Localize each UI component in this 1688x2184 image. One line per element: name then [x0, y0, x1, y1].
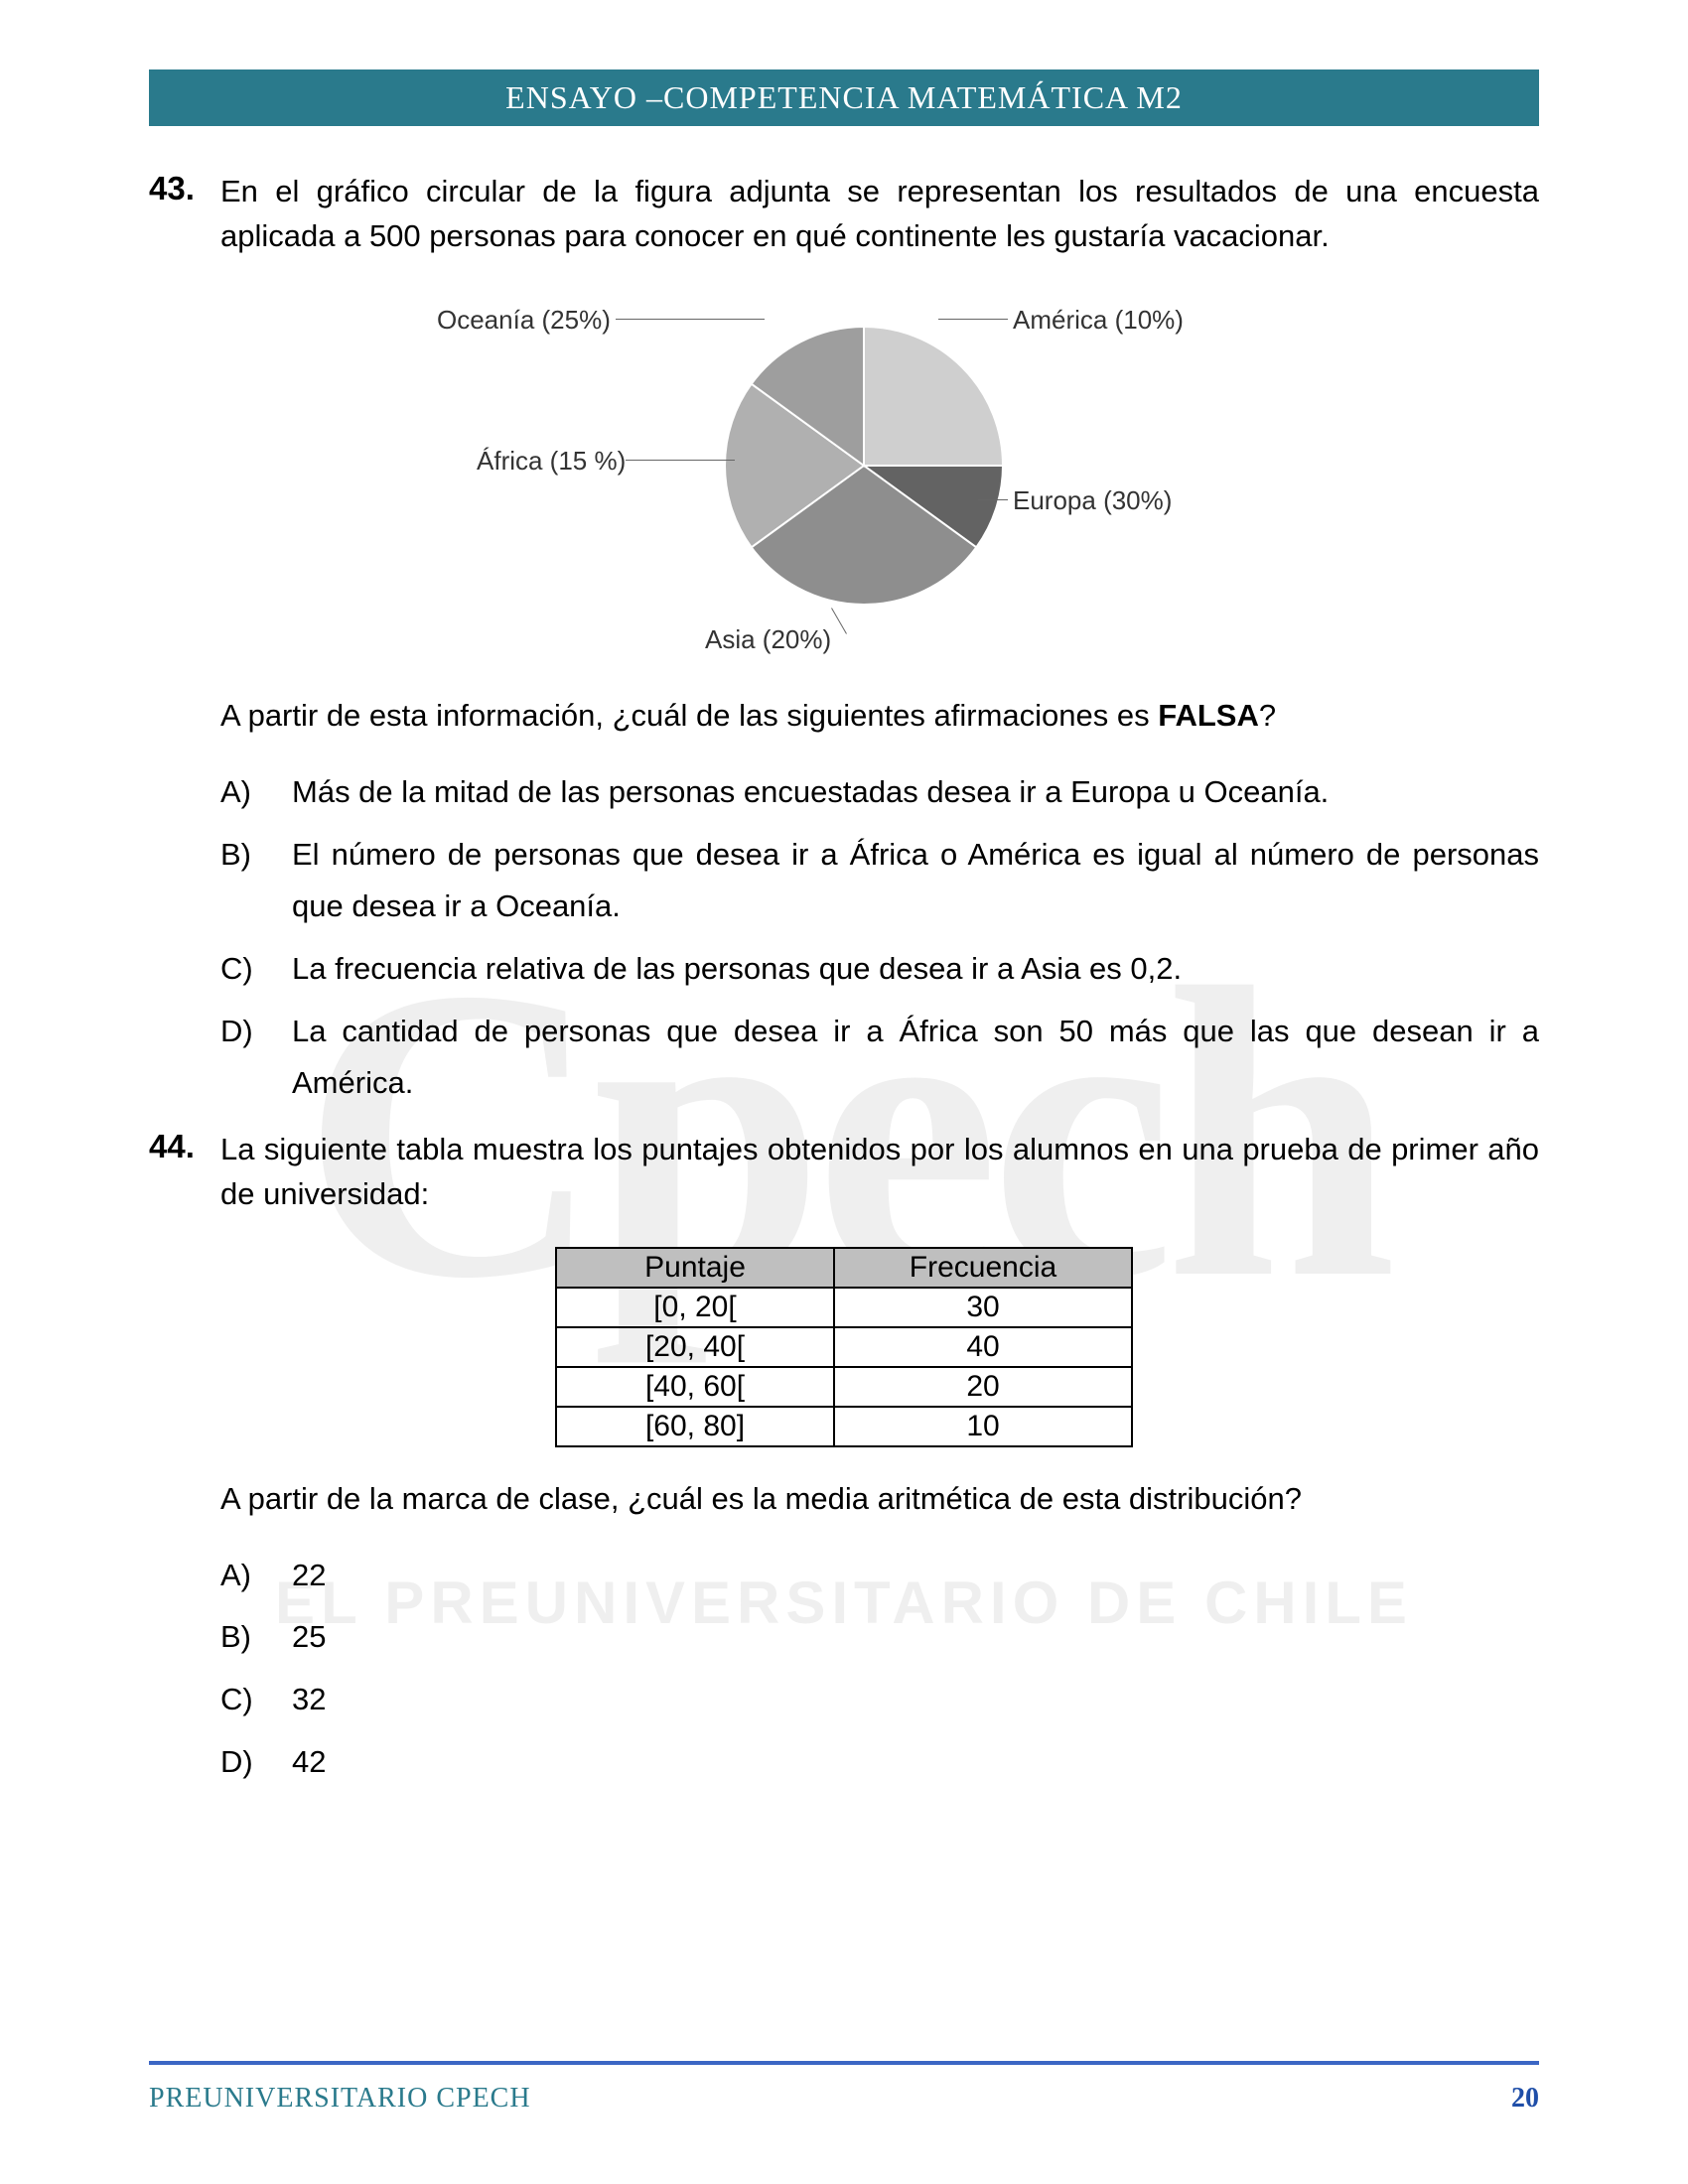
question-prompt: A partir de la marca de clase, ¿cuál es … [220, 1477, 1539, 1522]
question-43: 43. En el gráfico circular de la figura … [149, 170, 1539, 1110]
leader-line [831, 608, 847, 633]
table-row: [40, 60[20 [556, 1367, 1132, 1407]
data-table: Puntaje Frecuencia [0, 20[30 [20, 40[40 … [555, 1247, 1133, 1447]
option-label: D) [220, 1736, 292, 1789]
question-text: La siguiente tabla muestra los puntajes … [220, 1128, 1539, 1217]
prompt-suffix: ? [1259, 698, 1276, 733]
option-text: La cantidad de personas que desea ir a Á… [292, 1006, 1539, 1110]
option-c: C)32 [220, 1674, 1539, 1726]
page-number: 20 [1511, 2083, 1539, 2115]
option-text: 42 [292, 1736, 326, 1789]
pie-chart-container: Oceanía (25%) América (10%) Europa (30%)… [437, 287, 1251, 664]
option-label: D) [220, 1006, 292, 1058]
option-d: D)42 [220, 1736, 1539, 1789]
option-d: D)La cantidad de personas que desea ir a… [220, 1006, 1539, 1110]
question-prompt: A partir de esta información, ¿cuál de l… [220, 694, 1539, 739]
question-44: 44. La siguiente tabla muestra los punta… [149, 1128, 1539, 1789]
table-cell: [40, 60[ [556, 1367, 834, 1407]
option-text: 25 [292, 1611, 326, 1664]
pie-label-oceania: Oceanía (25%) [437, 305, 611, 336]
leader-line [978, 499, 1008, 500]
question-number: 44. [149, 1128, 220, 1165]
pie-label-europa: Europa (30%) [1013, 485, 1172, 516]
prompt-bold: FALSA [1158, 698, 1259, 733]
option-b: B)25 [220, 1611, 1539, 1664]
option-text: Más de la mitad de las personas encuesta… [292, 766, 1329, 819]
table-row: [0, 20[30 [556, 1288, 1132, 1327]
table-cell: [20, 40[ [556, 1327, 834, 1367]
table-row: [60, 80]10 [556, 1407, 1132, 1446]
pie-label-asia: Asia (20%) [705, 624, 831, 655]
table-cell: 20 [834, 1367, 1132, 1407]
page-footer: PREUNIVERSITARIO CPECH 20 [149, 2083, 1539, 2115]
option-a: A)22 [220, 1550, 1539, 1602]
option-text: La frecuencia relativa de las personas q… [292, 943, 1182, 996]
table-row: [20, 40[40 [556, 1327, 1132, 1367]
pie-label-africa: África (15 %) [477, 446, 626, 477]
option-c: C)La frecuencia relativa de las personas… [220, 943, 1539, 996]
table-cell: [0, 20[ [556, 1288, 834, 1327]
option-label: B) [220, 829, 292, 882]
options-list: A)Más de la mitad de las personas encues… [220, 766, 1539, 1110]
table-cell: 30 [834, 1288, 1132, 1327]
footer-divider [149, 2061, 1539, 2065]
option-text: 32 [292, 1674, 326, 1726]
pie-chart [725, 327, 1003, 605]
option-a: A)Más de la mitad de las personas encues… [220, 766, 1539, 819]
table-cell: 10 [834, 1407, 1132, 1446]
footer-brand: PREUNIVERSITARIO CPECH [149, 2083, 531, 2115]
table-header-row: Puntaje Frecuencia [556, 1248, 1132, 1288]
option-label: A) [220, 766, 292, 819]
option-label: C) [220, 1674, 292, 1726]
table-cell: 40 [834, 1327, 1132, 1367]
prompt-prefix: A partir de esta información, ¿cuál de l… [220, 698, 1158, 733]
option-label: B) [220, 1611, 292, 1664]
option-text: El número de personas que desea ir a Áfr… [292, 829, 1539, 933]
table-cell: [60, 80] [556, 1407, 834, 1446]
leader-line [616, 319, 765, 320]
option-b: B)El número de personas que desea ir a Á… [220, 829, 1539, 933]
question-number: 43. [149, 170, 220, 207]
option-label: C) [220, 943, 292, 996]
question-text: En el gráfico circular de la figura adju… [220, 170, 1539, 259]
pie-label-america: América (10%) [1013, 305, 1184, 336]
option-label: A) [220, 1550, 292, 1602]
option-text: 22 [292, 1550, 326, 1602]
page-header: ENSAYO –COMPETENCIA MATEMÁTICA M2 [149, 69, 1539, 126]
table-header: Frecuencia [834, 1248, 1132, 1288]
leader-line [626, 460, 735, 461]
table-header: Puntaje [556, 1248, 834, 1288]
leader-line [938, 319, 1008, 320]
options-list: A)22 B)25 C)32 D)42 [220, 1550, 1539, 1789]
